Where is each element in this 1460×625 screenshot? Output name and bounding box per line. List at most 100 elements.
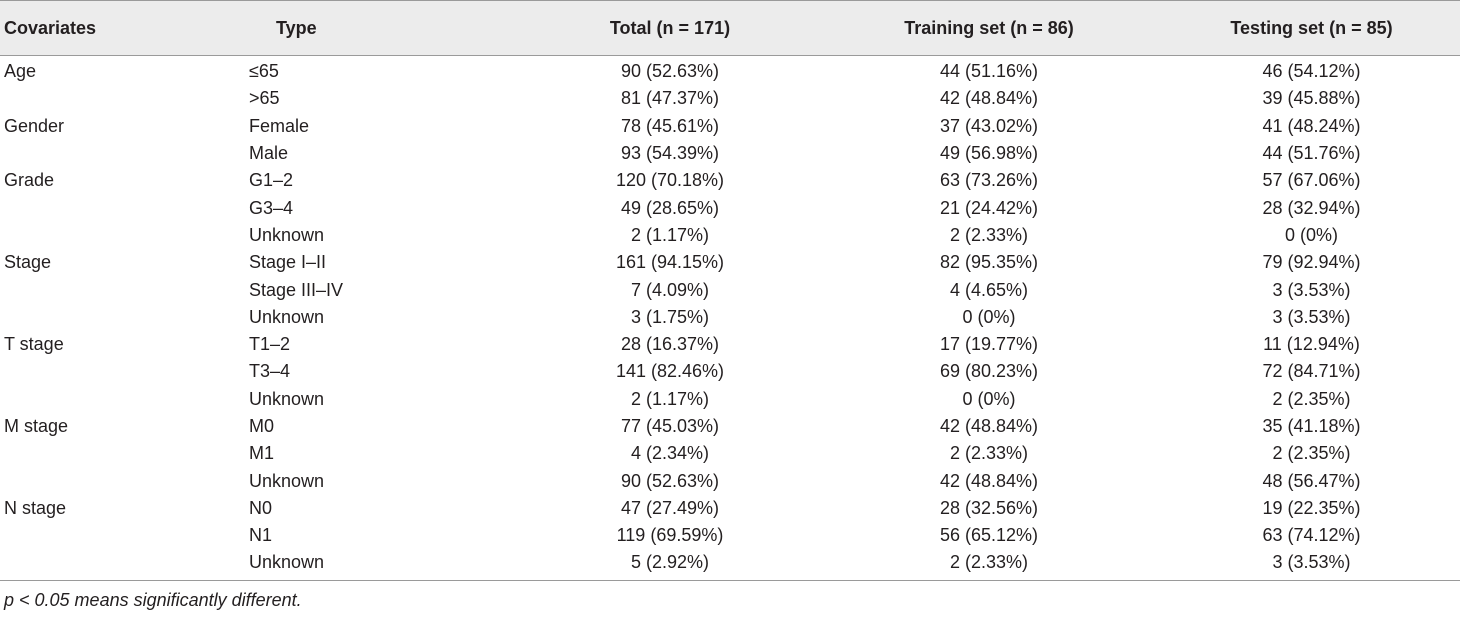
cell-total: 49 (28.65%) [620, 197, 720, 218]
cell-training-set: 56 (65.12%) [939, 525, 1039, 546]
cell-training-set: 82 (95.35%) [939, 252, 1039, 273]
cell-training-set: 44 (51.16%) [939, 61, 1039, 82]
cell-type: N1 [249, 525, 273, 546]
cell-covariate [0, 440, 249, 467]
cell-testing-set: 79 (92.94%) [1262, 252, 1361, 273]
cell-testing-set: 2 (2.35%) [1272, 443, 1351, 464]
cell-covariate [0, 467, 249, 494]
cell-training-set: 0 (0%) [962, 388, 1016, 409]
cell-covariate: Grade [4, 170, 55, 191]
header-covariates: Covariates [0, 0, 249, 56]
header-row: Covariates Type Total (n = 171) Training… [0, 0, 1460, 56]
table-row: M1 4 (2.34%) 2 (2.33%) 2 (2.35%) [0, 440, 1460, 467]
cell-testing-set: 0 (0%) [1284, 224, 1338, 245]
table-row: Unknown 3 (1.75%) 0 (0%) 3 (3.53%) [0, 304, 1460, 331]
table-row: N1 119 (69.59%) 56 (65.12%) 63 (74.12%) [0, 522, 1460, 549]
cell-total: 78 (45.61%) [620, 115, 720, 136]
cell-total: 120 (70.18%) [615, 170, 725, 191]
cell-type: Unknown [249, 388, 325, 409]
cell-total: 81 (47.37%) [620, 88, 720, 109]
table-row: Grade G1–2 120 (70.18%) 63 (73.26%) 57 (67.0… [0, 167, 1460, 194]
table-row: Stage Stage I–II 161 (94.15%) 82 (95.35%) 79… [0, 249, 1460, 276]
cell-testing-set: 41 (48.24%) [1262, 115, 1361, 136]
table-row: G3–4 49 (28.65%) 21 (24.42%) 28 (32.94%) [0, 194, 1460, 221]
cell-covariate [0, 358, 249, 385]
cell-covariate [0, 549, 249, 581]
cell-type: Unknown [249, 224, 325, 245]
cell-training-set: 42 (48.84%) [939, 88, 1039, 109]
cell-type: Stage III–IV [249, 279, 344, 300]
cell-covariate [0, 140, 249, 167]
cell-type: G3–4 [249, 197, 294, 218]
cell-total: 2 (1.17%) [630, 224, 710, 245]
cell-total: 77 (45.03%) [620, 416, 720, 436]
cell-type: Unknown [249, 549, 521, 581]
table-row: Unknown 2 (1.17%) 0 (0%) 2 (2.35%) [0, 386, 1460, 413]
cell-covariate [0, 522, 249, 549]
cell-type: G1–2 [249, 170, 294, 191]
cell-testing-set: 57 (67.06%) [1262, 170, 1361, 191]
cell-training-set: 21 (24.42%) [939, 197, 1039, 218]
cell-covariate: Gender [4, 115, 65, 136]
table-row: N stage N0 47 (27.49%) 28 (32.56%) 19 (22.35… [0, 495, 1460, 522]
cell-covariate [0, 276, 249, 303]
cell-type: ≤65 [249, 61, 279, 82]
table-row: M stage M0 77 (45.03%) 42 (48.84%) 35 (41.18… [0, 413, 1460, 440]
cell-type: >65 [249, 88, 280, 109]
table-row: T3–4 141 (82.46%) 69 (80.23%) 72 (84.71%) [0, 358, 1460, 385]
cell-training-set: 17 (19.77%) [939, 334, 1039, 355]
cell-training-set: 28 (32.56%) [939, 497, 1039, 518]
cell-total: 2 (1.17%) [630, 388, 710, 409]
table-row: Unknown 90 (52.63%) 42 (48.84%) 48 (56.47%) [0, 467, 1460, 494]
cell-training-set: 49 (56.98%) [939, 143, 1039, 164]
cell-total: 141 (82.46%) [615, 361, 725, 382]
cell-testing-set: 48 (56.47%) [1262, 470, 1361, 491]
cell-testing-set: 46 (54.12%) [1262, 61, 1361, 82]
cell-type: Male [249, 143, 289, 164]
covariates-table: Covariates Type Total (n = 171) Training… [0, 0, 1460, 581]
cell-training-set: 42 (48.84%) [939, 470, 1039, 491]
cell-covariate [0, 85, 249, 112]
cell-total: 161 (94.15%) [615, 252, 725, 273]
cell-type: M0 [249, 416, 275, 436]
cell-type: T1–2 [249, 334, 291, 355]
cell-testing-set: 3 (3.53%) [1159, 549, 1460, 581]
table-body: Age ≤65 90 (52.63%) 44 (51.16%) 46 (54.12%) 0… [0, 56, 1460, 581]
cell-testing-set: 11 (12.94%) [1263, 334, 1360, 355]
cell-testing-set: 2 (2.35%) [1272, 388, 1351, 409]
table-row: >65 81 (47.37%) 42 (48.84%) 39 (45.88%) [0, 85, 1460, 112]
cell-type: T3–4 [249, 361, 291, 382]
cell-total: 3 (1.75%) [630, 306, 710, 327]
cell-covariate: Age [4, 61, 37, 82]
cell-type: Unknown [249, 470, 325, 491]
cell-covariate [0, 222, 249, 249]
cell-type: Female [249, 115, 310, 136]
header-testing-set: Testing set (n = 85) [1159, 0, 1460, 56]
table-header: Covariates Type Total (n = 171) Training… [0, 0, 1460, 56]
cell-total: 7 (4.09%) [630, 279, 710, 300]
cell-type: Stage I–II [249, 252, 327, 273]
cell-type: N0 [249, 497, 273, 518]
cell-covariate [0, 386, 249, 413]
table-row: Unknown 5 (2.92%) 2 (2.33%) 3 (3.53%) [0, 549, 1460, 581]
cell-total: 5 (2.92%) [521, 549, 819, 581]
table-row: Male 93 (54.39%) 49 (56.98%) 44 (51.76%) [0, 140, 1460, 167]
cell-training-set: 0 (0%) [962, 306, 1016, 327]
cell-testing-set: 3 (3.53%) [1272, 279, 1351, 300]
cell-training-set: 69 (80.23%) [939, 361, 1039, 382]
header-type: Type [249, 0, 521, 56]
cell-covariate: N stage [4, 497, 67, 518]
cell-training-set: 63 (73.26%) [939, 170, 1039, 191]
cell-total: 90 (52.63%) [620, 470, 720, 491]
cell-testing-set: 28 (32.94%) [1262, 197, 1361, 218]
cell-testing-set: 39 (45.88%) [1262, 88, 1361, 109]
cell-testing-set: 72 (84.71%) [1262, 361, 1361, 382]
table-footnote: p < 0.05 means significantly different. [4, 589, 302, 610]
cell-covariate: T stage [4, 334, 64, 355]
cell-total: 47 (27.49%) [620, 497, 720, 518]
cell-training-set: 42 (48.84%) [939, 416, 1039, 436]
cell-type: M1 [249, 443, 275, 464]
cell-training-set: 2 (2.33%) [949, 443, 1029, 464]
cell-testing-set: 44 (51.76%) [1262, 143, 1361, 164]
